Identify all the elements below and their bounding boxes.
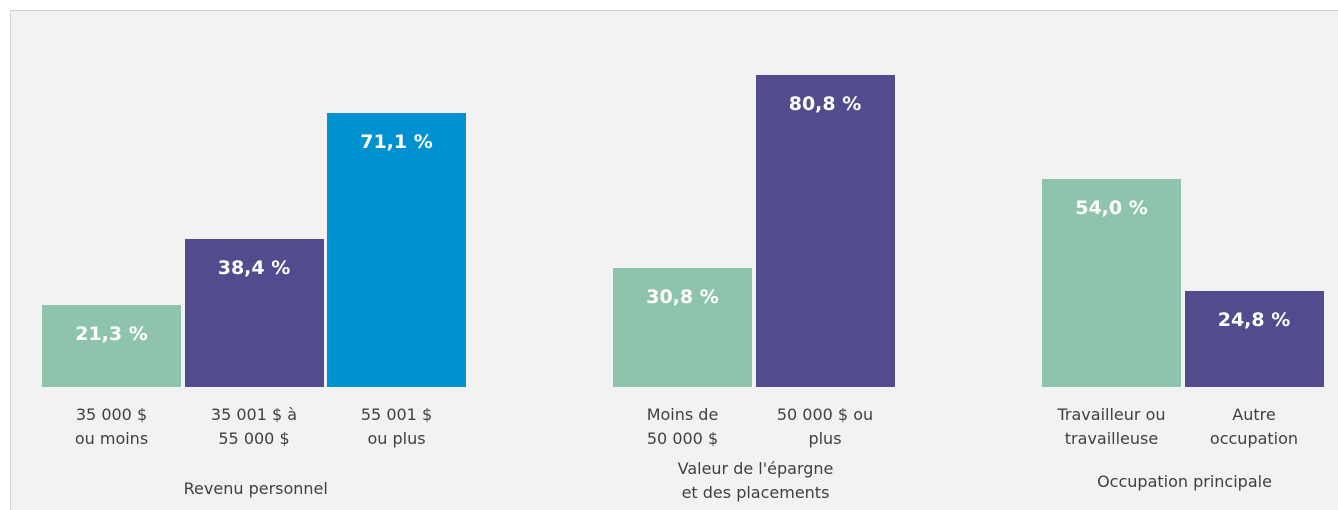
bar (1184, 291, 1324, 387)
category-label: 35 000 $ ou moins (74, 405, 149, 448)
value-label: 21,3 % (75, 322, 148, 345)
group-label: Valeur de l'épargne et des placements (677, 459, 834, 502)
value-label: 80,8 % (788, 93, 862, 116)
value-label: 24,8 % (1217, 309, 1291, 332)
group-label: Revenu personnel (183, 479, 328, 498)
category-label: 35 001 $ à 55 000 $ (210, 405, 298, 448)
bar (327, 112, 466, 387)
group-label: Occupation principale (1097, 472, 1272, 491)
bar (184, 238, 324, 387)
category-label: Moins de 50 000 $ (646, 405, 719, 448)
category-label: 50 000 $ ou plus (776, 405, 874, 448)
value-label: 71,1 % (360, 130, 433, 153)
category-label: Travailleur ou travailleuse (1057, 405, 1166, 448)
value-label: 38,4 % (217, 256, 291, 279)
chart: 21,3 % 35 000 $ ou moins 38,4 % 35 001 $ à … (10, 10, 1338, 510)
bar (755, 75, 895, 387)
category-label: 55 001 $ ou plus (360, 405, 433, 448)
bar (1042, 178, 1181, 387)
value-label: 30,8 % (646, 286, 719, 309)
bar (613, 268, 752, 387)
bar (42, 304, 181, 387)
category-label: Autre occupation (1209, 405, 1299, 448)
value-label: 54,0 % (1075, 196, 1148, 219)
